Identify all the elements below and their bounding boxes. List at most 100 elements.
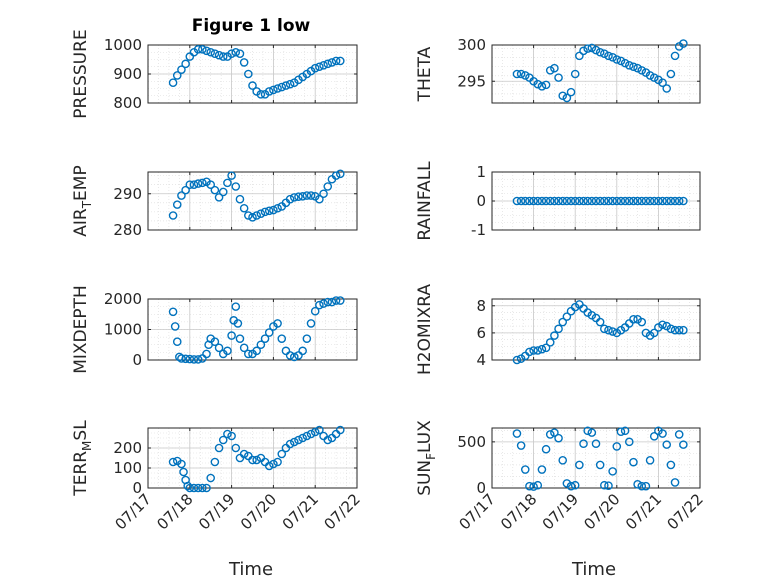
data-point xyxy=(235,194,245,204)
data-point xyxy=(608,327,617,336)
data-point xyxy=(181,354,190,364)
data-point xyxy=(218,187,228,197)
data-point xyxy=(670,325,680,335)
axes-box xyxy=(147,171,358,231)
data-point xyxy=(662,440,672,449)
data-point xyxy=(608,53,617,62)
data-point xyxy=(629,315,638,324)
data-point xyxy=(604,51,613,61)
data-point xyxy=(273,457,282,467)
data-point xyxy=(620,58,630,68)
x-axis-label-left: Time xyxy=(228,559,273,580)
data-point xyxy=(210,49,220,59)
data-point xyxy=(172,71,182,80)
data-point xyxy=(649,73,659,82)
data-point xyxy=(649,432,659,441)
axes-box xyxy=(491,298,701,361)
data-point xyxy=(545,66,555,75)
data-point xyxy=(177,191,186,200)
data-point xyxy=(264,87,274,96)
data-point xyxy=(550,331,559,340)
data-point xyxy=(218,52,228,61)
data-point xyxy=(629,62,638,72)
data-point xyxy=(624,196,634,206)
data-point xyxy=(185,354,195,364)
data-point xyxy=(620,426,630,436)
data-point xyxy=(260,207,270,217)
data-point xyxy=(600,49,609,59)
data-point xyxy=(210,337,220,347)
data-point xyxy=(525,481,534,491)
y-tick-label: 4 xyxy=(476,351,486,369)
data-point xyxy=(315,425,324,435)
data-point xyxy=(629,196,638,206)
data-point xyxy=(541,343,551,353)
data-point xyxy=(273,84,282,93)
data-point xyxy=(608,196,617,206)
data-point xyxy=(570,480,580,490)
data-point xyxy=(323,435,333,445)
data-point xyxy=(319,61,328,70)
data-point xyxy=(520,71,530,80)
data-point xyxy=(315,62,324,72)
data-point xyxy=(327,297,337,307)
data-point xyxy=(235,334,245,343)
data-point xyxy=(210,457,220,467)
data-point xyxy=(306,191,316,200)
y-tick-label: 2000 xyxy=(104,290,142,308)
data-point xyxy=(189,483,199,493)
data-point xyxy=(662,84,672,93)
data-point xyxy=(633,63,642,73)
data-point xyxy=(612,196,622,206)
data-point xyxy=(319,189,328,199)
data-point xyxy=(298,433,307,443)
data-point xyxy=(285,194,295,204)
data-point xyxy=(645,456,655,465)
data-point xyxy=(206,47,215,57)
data-point xyxy=(302,334,312,343)
subplot-6: 4 6 8 H2OMIXRA xyxy=(415,284,701,375)
data-point xyxy=(658,320,667,330)
data-point xyxy=(335,296,345,305)
data-point xyxy=(168,457,178,467)
data-point xyxy=(554,196,563,206)
data-point xyxy=(202,349,211,359)
data-point xyxy=(558,456,568,465)
data-point xyxy=(612,55,622,64)
data-point xyxy=(658,429,667,438)
y-axis-label: THETA xyxy=(415,46,435,102)
data-point xyxy=(260,334,270,343)
data-point xyxy=(533,79,543,89)
data-point xyxy=(541,80,551,90)
data-point xyxy=(323,59,333,69)
data-point xyxy=(600,324,609,334)
data-point xyxy=(583,44,592,53)
data-point xyxy=(541,444,551,454)
data-point xyxy=(633,480,642,489)
data-point xyxy=(654,196,663,206)
data-point xyxy=(189,355,199,364)
data-point xyxy=(554,73,563,82)
y-tick-label: 0 xyxy=(476,479,486,497)
data-point xyxy=(554,433,563,443)
data-point xyxy=(624,61,634,70)
data-point xyxy=(227,431,236,441)
data-point xyxy=(529,346,538,355)
axes-box xyxy=(491,427,701,489)
data-point xyxy=(679,440,688,449)
y-tick-label: 1000 xyxy=(104,36,142,54)
data-point xyxy=(223,346,232,356)
data-point xyxy=(202,483,211,493)
data-point xyxy=(269,85,278,95)
data-point xyxy=(520,465,530,474)
data-point xyxy=(256,340,266,350)
y-tick-label: 300 xyxy=(457,36,486,54)
data-point xyxy=(516,441,526,450)
data-point xyxy=(533,346,543,355)
data-point xyxy=(289,193,299,202)
data-point xyxy=(558,317,568,327)
axes-box xyxy=(147,427,358,489)
data-point xyxy=(674,325,684,335)
